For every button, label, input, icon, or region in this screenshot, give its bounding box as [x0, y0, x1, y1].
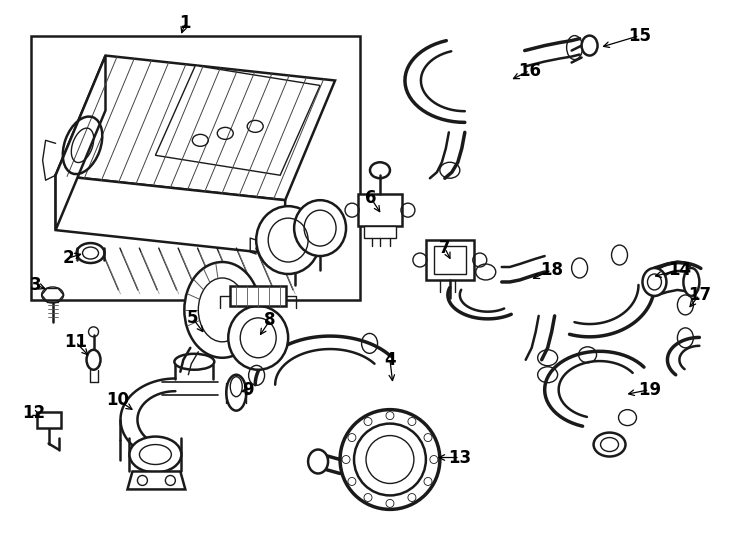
- Ellipse shape: [175, 354, 214, 370]
- Polygon shape: [128, 471, 186, 489]
- Text: 13: 13: [448, 449, 471, 467]
- Text: 11: 11: [64, 333, 87, 351]
- Ellipse shape: [228, 306, 288, 370]
- Ellipse shape: [581, 36, 597, 56]
- Text: 4: 4: [384, 351, 396, 369]
- Ellipse shape: [87, 350, 101, 370]
- Ellipse shape: [340, 410, 440, 509]
- Polygon shape: [56, 56, 335, 200]
- Text: 17: 17: [688, 286, 711, 304]
- Ellipse shape: [594, 433, 625, 456]
- Polygon shape: [358, 194, 402, 226]
- Ellipse shape: [184, 262, 260, 358]
- Text: 6: 6: [366, 189, 377, 207]
- Ellipse shape: [256, 206, 320, 274]
- Text: 3: 3: [30, 276, 41, 294]
- Ellipse shape: [683, 268, 700, 296]
- Text: 5: 5: [186, 309, 198, 327]
- Text: 2: 2: [62, 249, 74, 267]
- Polygon shape: [156, 65, 320, 176]
- Ellipse shape: [308, 449, 328, 474]
- Text: 8: 8: [264, 311, 276, 329]
- Ellipse shape: [294, 200, 346, 256]
- Polygon shape: [230, 286, 286, 306]
- Polygon shape: [37, 411, 61, 428]
- Text: 9: 9: [242, 381, 254, 399]
- Ellipse shape: [642, 268, 666, 296]
- Text: 15: 15: [628, 26, 651, 45]
- Text: 18: 18: [540, 261, 563, 279]
- Text: 14: 14: [668, 261, 691, 279]
- Ellipse shape: [76, 243, 104, 263]
- Ellipse shape: [129, 436, 181, 472]
- Text: 7: 7: [439, 239, 451, 257]
- Polygon shape: [56, 176, 285, 255]
- Text: 12: 12: [22, 403, 46, 422]
- Text: 10: 10: [106, 390, 129, 409]
- Ellipse shape: [226, 375, 246, 410]
- Polygon shape: [426, 240, 474, 280]
- Text: 1: 1: [180, 14, 191, 32]
- Polygon shape: [56, 56, 106, 230]
- Polygon shape: [364, 226, 396, 238]
- Text: 19: 19: [638, 381, 661, 399]
- Text: 16: 16: [518, 62, 541, 79]
